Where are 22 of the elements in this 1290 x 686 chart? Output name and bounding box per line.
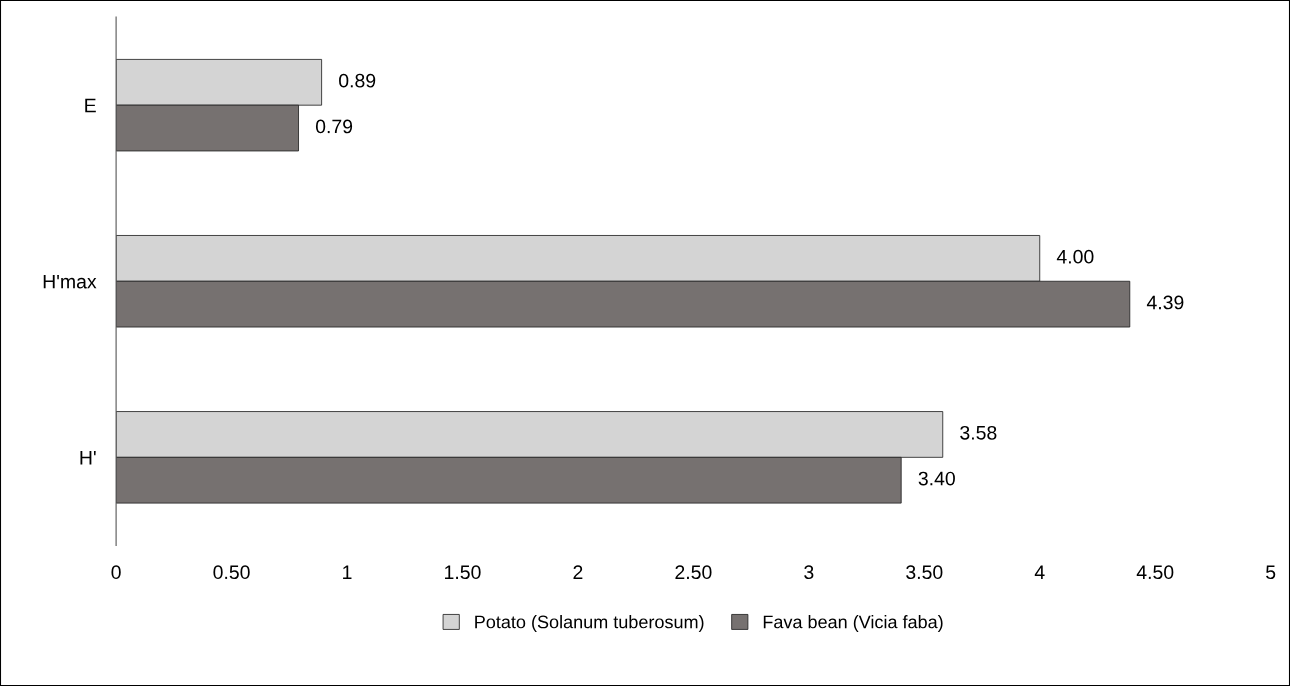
legend-label: Fava bean (Vicia faba) bbox=[763, 615, 943, 632]
data-label: 4.00 bbox=[1056, 249, 1094, 264]
x-tick-label: 2.50 bbox=[675, 565, 712, 580]
x-tick-label: 1 bbox=[343, 565, 352, 579]
data-label: 0.89 bbox=[339, 73, 376, 88]
y-tick-label: E bbox=[85, 98, 96, 113]
x-tick-label: 5 bbox=[1266, 565, 1276, 580]
x-tick-label: 2 bbox=[573, 565, 583, 579]
x-tick-label: 0 bbox=[111, 565, 121, 580]
y-tick-label: H'max bbox=[43, 274, 97, 289]
data-label: 0.79 bbox=[315, 119, 353, 134]
y-tick-label: H' bbox=[80, 451, 96, 465]
x-tick-label: 4.50 bbox=[1136, 565, 1174, 580]
x-tick-label: 0.50 bbox=[213, 565, 250, 580]
x-tick-label: 1.50 bbox=[445, 565, 481, 580]
data-label: 4.39 bbox=[1146, 295, 1184, 310]
x-tick-label: 3.50 bbox=[906, 565, 943, 580]
x-tick-label: 4 bbox=[1034, 565, 1045, 579]
data-label: 3.40 bbox=[918, 471, 955, 486]
data-label: 3.58 bbox=[960, 425, 997, 440]
legend-label: Potato (Solanum tuberosum) bbox=[475, 615, 704, 632]
x-tick-label: 3 bbox=[804, 565, 814, 580]
